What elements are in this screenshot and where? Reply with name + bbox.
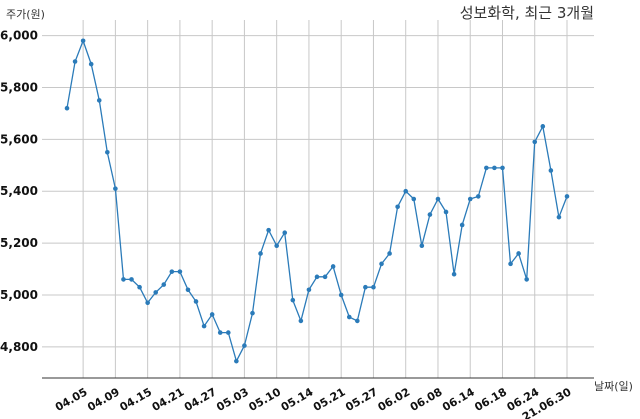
data-point [322,274,328,280]
data-point [105,150,110,155]
data-point [217,330,223,335]
data-point [556,214,562,220]
data-point [435,196,441,202]
data-point [121,277,126,282]
data-point [330,264,336,269]
x-tick-label: 06.02 [376,385,413,414]
data-point [88,61,94,67]
x-tick-label: 05.21 [311,385,348,414]
y-tick-label: 5,800 [0,80,38,94]
x-axis-label: 날짜(일) [594,379,633,393]
data-point [467,196,473,202]
data-point [225,330,231,335]
data-point [451,271,457,277]
data-point [403,188,409,194]
data-point [363,284,368,290]
data-point [113,186,118,191]
y-tick-label: 4,800 [0,340,38,354]
data-point [492,165,497,171]
y-tick-label: 5,400 [0,184,38,198]
data-point [346,314,352,320]
data-point [387,251,392,256]
data-point [161,282,167,287]
data-point [185,287,191,293]
data-point [564,194,570,199]
y-tick-label: 5,600 [0,132,38,146]
data-point [258,251,263,256]
data-point [209,312,215,317]
data-point [508,261,513,267]
data-point [443,209,449,215]
data-point [355,318,360,324]
data-point [484,165,489,171]
x-tick-label: 04.21 [150,385,187,414]
data-point [459,222,465,228]
chart-title: 성보화학, 최근 3개월 [460,4,594,22]
data-point [201,323,207,329]
y-tick-label: 5,000 [0,288,38,302]
data-point [500,165,505,171]
x-tick-label: 05.14 [279,385,316,414]
x-tick-label: 05.03 [214,385,251,414]
x-tick-label: 06.18 [472,385,509,414]
x-tick-label: 06.14 [440,385,477,414]
data-point [96,98,102,103]
x-tick-label: 05.27 [343,385,380,414]
data-point [371,284,376,290]
data-point [419,243,425,248]
y-axis-label: 주가(원) [6,8,45,21]
x-tick-label: 05.10 [247,385,284,414]
data-point [532,139,538,145]
data-point [145,300,150,306]
data-point [516,251,521,256]
data-point [242,343,247,348]
data-point [314,274,320,280]
data-point [153,290,159,295]
data-point [266,227,271,233]
x-tick-label: 04.05 [53,385,90,414]
data-point [137,284,142,290]
data-point [427,212,433,217]
data-points [64,38,570,364]
data-point [250,310,255,316]
data-point [524,277,529,282]
data-point [475,194,481,199]
data-point [338,292,344,298]
data-point [290,297,296,303]
data-point [169,269,175,274]
y-axis-ticks: 4,800 5,000 5,200 5,400 5,600 5,800 6,000 [0,29,38,354]
x-tick-label: 04.09 [85,385,122,414]
data-point [306,287,312,293]
data-point [193,299,199,304]
data-point [411,196,417,202]
data-point [282,230,288,236]
data-point [395,204,400,210]
y-tick-label: 5,200 [0,236,38,250]
data-point [72,59,78,64]
data-point [80,38,86,44]
data-point [298,318,304,324]
data-point [548,168,554,173]
data-point [379,261,384,267]
grid [42,20,594,378]
data-point [540,124,546,129]
data-point [64,105,70,111]
y-tick-label: 6,000 [0,29,38,43]
data-point [177,269,183,274]
data-point [234,358,239,364]
data-point [129,277,134,282]
series-line [66,38,568,363]
x-tick-label: 06.08 [408,385,445,414]
data-point [274,243,279,248]
x-axis-ticks: 04.0504.0904.1504.2104.2705.0305.1005.14… [53,385,574,419]
x-tick-label: 04.27 [182,385,219,414]
x-tick-label: 04.15 [118,385,155,414]
